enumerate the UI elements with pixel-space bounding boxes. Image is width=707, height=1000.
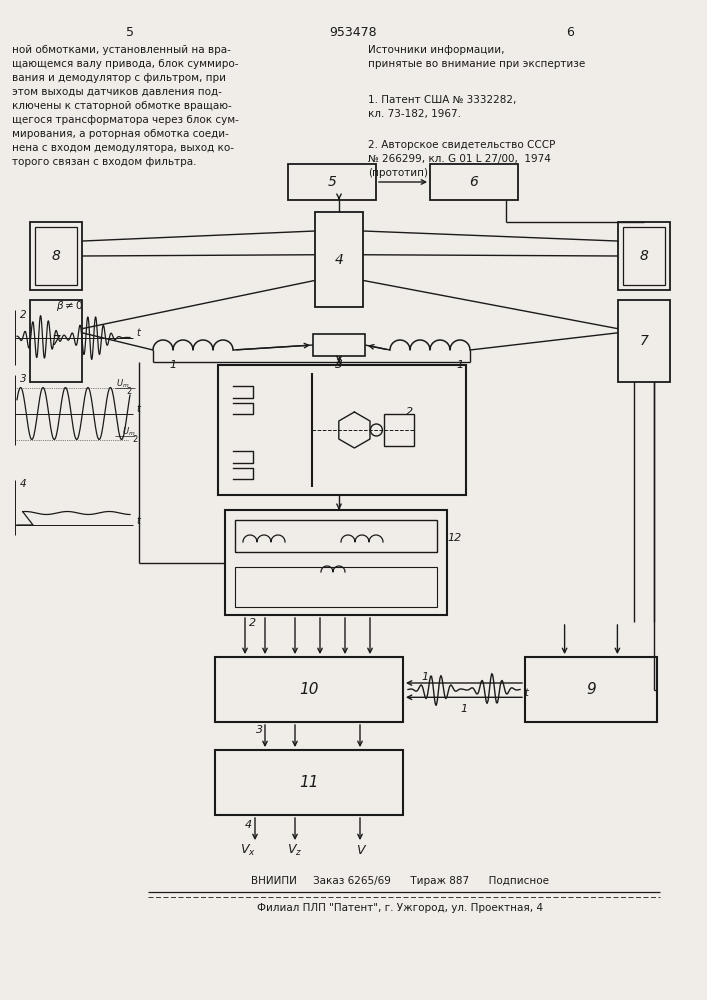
- Text: 10: 10: [299, 682, 319, 697]
- Text: 7: 7: [640, 334, 648, 348]
- Text: 8: 8: [640, 249, 648, 263]
- Bar: [35, 227, 77, 285]
- Bar: [235, 567, 437, 607]
- Text: $V_z$: $V_z$: [287, 842, 303, 858]
- Text: t: t: [136, 328, 140, 338]
- Text: 6: 6: [566, 25, 574, 38]
- Bar: [430, 164, 518, 200]
- Text: 6: 6: [469, 175, 479, 189]
- Bar: [315, 212, 363, 307]
- Text: 2: 2: [406, 407, 413, 417]
- Text: 1: 1: [457, 360, 464, 370]
- Text: 4: 4: [245, 820, 252, 830]
- Bar: [618, 222, 670, 290]
- Text: 3: 3: [257, 725, 264, 735]
- Text: 5: 5: [126, 25, 134, 38]
- Bar: [215, 657, 403, 722]
- Text: t: t: [136, 404, 140, 414]
- Bar: [525, 657, 657, 722]
- Text: 9: 9: [586, 682, 596, 697]
- Bar: [288, 164, 376, 200]
- Bar: [215, 750, 403, 815]
- Text: 2: 2: [132, 435, 138, 444]
- Bar: [618, 300, 670, 382]
- Text: V: V: [356, 844, 364, 856]
- Text: ВНИИПИ     Заказ 6265/69      Тираж 887      Подписное: ВНИИПИ Заказ 6265/69 Тираж 887 Подписное: [251, 876, 549, 886]
- Bar: [218, 365, 466, 495]
- Text: 2. Авторское свидетельство СССР
№ 266299, кл. G 01 L 27/00,  1974
(прототип).: 2. Авторское свидетельство СССР № 266299…: [368, 140, 556, 178]
- Text: ной обмотками, установленный на вра-
щающемся валу привода, блок суммиро-
вания : ной обмотками, установленный на вра- щаю…: [12, 45, 239, 167]
- Text: 4: 4: [20, 479, 26, 489]
- Text: 1: 1: [421, 672, 428, 682]
- Text: Источники информации,
принятые во внимание при экспертизе: Источники информации, принятые во вниман…: [368, 45, 585, 69]
- Bar: [30, 300, 82, 382]
- Text: 2: 2: [127, 387, 132, 396]
- Text: 11: 11: [299, 775, 319, 790]
- Text: 12: 12: [448, 533, 462, 543]
- Text: 4: 4: [334, 252, 344, 266]
- Text: 7: 7: [52, 334, 60, 348]
- Text: $U_m$: $U_m$: [116, 377, 129, 390]
- Text: 8: 8: [52, 249, 60, 263]
- Text: 953478: 953478: [329, 25, 377, 38]
- Text: $U_m$: $U_m$: [122, 425, 136, 438]
- Text: t: t: [524, 688, 528, 698]
- Text: $V_x$: $V_x$: [240, 842, 256, 858]
- Bar: [30, 222, 82, 290]
- Bar: [235, 520, 437, 552]
- Bar: [225, 510, 447, 615]
- Text: t: t: [136, 516, 140, 526]
- Bar: [385, 414, 414, 446]
- Text: 2: 2: [20, 310, 26, 320]
- Text: 1. Патент США № 3332282,
кл. 73-182, 1967.: 1. Патент США № 3332282, кл. 73-182, 196…: [368, 95, 516, 119]
- Text: 1: 1: [170, 360, 177, 370]
- Text: 3: 3: [20, 374, 26, 384]
- Text: Филиал ПЛП "Патент", г. Ужгород, ул. Проектная, 4: Филиал ПЛП "Патент", г. Ужгород, ул. Про…: [257, 903, 543, 913]
- Text: 2: 2: [250, 618, 257, 628]
- Text: 3: 3: [335, 358, 343, 370]
- Text: 1: 1: [460, 704, 467, 714]
- Text: 5: 5: [327, 175, 337, 189]
- Text: $\beta\neq0$: $\beta\neq0$: [57, 299, 83, 313]
- Bar: [313, 334, 365, 356]
- Bar: [623, 227, 665, 285]
